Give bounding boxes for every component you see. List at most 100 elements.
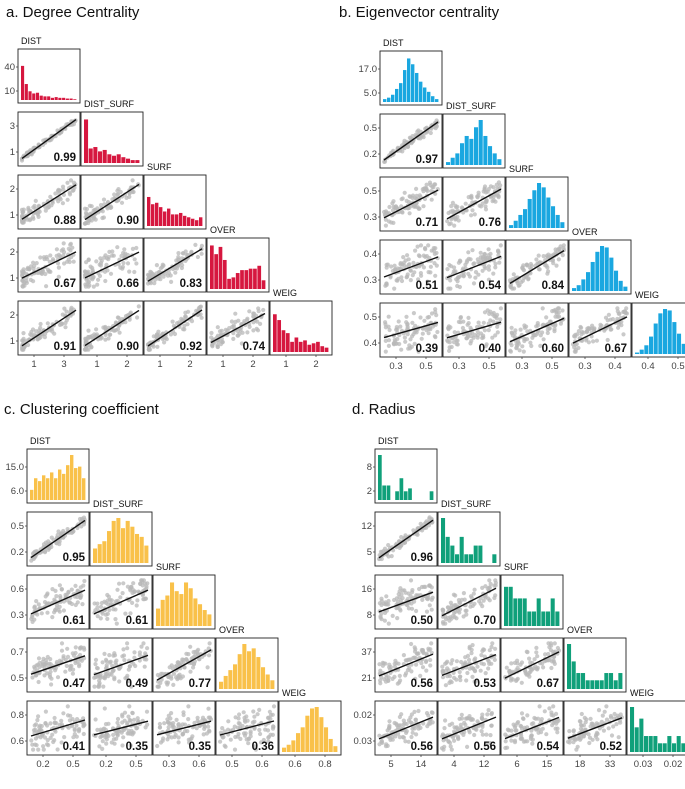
- scatter-point: [490, 199, 495, 204]
- scatter-point: [540, 306, 545, 311]
- scatter-point: [621, 332, 626, 337]
- scatter-point: [75, 594, 80, 600]
- scatter-point: [81, 716, 86, 721]
- histogram-bar: [73, 99, 77, 100]
- scatter-point: [406, 739, 411, 744]
- scatter-point: [127, 679, 132, 684]
- scatter-point: [525, 739, 530, 744]
- scatter-point: [100, 739, 105, 744]
- y-tick-label: 21: [361, 673, 372, 684]
- scatter-point: [104, 737, 109, 742]
- scatter-point: [42, 550, 48, 555]
- scatter-point: [383, 338, 388, 343]
- scatter-point: [92, 684, 97, 689]
- scatter-point: [519, 280, 524, 285]
- scatter-point: [389, 264, 394, 269]
- scatter-point: [118, 595, 123, 600]
- scatter-point: [131, 581, 136, 586]
- scatter-point: [20, 345, 25, 350]
- x-tick-label: 0.5: [419, 361, 432, 372]
- histogram-bar: [614, 270, 619, 291]
- scatter-point: [377, 733, 382, 738]
- scatter-point: [33, 736, 39, 741]
- scatter-point: [484, 732, 489, 737]
- scatter-point: [86, 280, 91, 285]
- x-tick-label: 2: [124, 359, 129, 370]
- correlation-label: 0.91: [54, 341, 77, 353]
- variable-label: DIST: [30, 436, 51, 446]
- scatter-point: [132, 269, 137, 275]
- scatter-point: [251, 320, 256, 325]
- histogram-bar: [199, 217, 203, 226]
- scatter-point: [485, 712, 490, 717]
- scatter-point: [470, 674, 475, 680]
- scatter-point: [458, 315, 463, 320]
- y-tick-label: 8: [367, 462, 372, 473]
- x-tick-label: 1: [94, 359, 99, 370]
- scatter-point: [486, 264, 491, 269]
- scatter-point: [552, 654, 557, 659]
- scatter-point: [57, 604, 62, 610]
- histogram-bar: [30, 489, 34, 500]
- scatter-point: [461, 274, 466, 279]
- histogram-bar: [386, 485, 391, 500]
- scatter-point: [554, 311, 559, 316]
- scatter-point: [466, 256, 471, 261]
- scatter-point: [154, 271, 159, 276]
- scatter-point: [413, 323, 418, 328]
- correlation-label: 0.83: [180, 278, 202, 290]
- correlation-label: 0.70: [474, 615, 496, 627]
- scatter-point: [124, 675, 129, 680]
- scatter-point: [61, 241, 66, 246]
- scatter-point: [417, 586, 422, 592]
- scatter-point: [447, 348, 452, 353]
- correlation-label: 0.61: [126, 615, 149, 627]
- x-tick-label: 0.5: [66, 759, 79, 770]
- y-tick-label: 3: [10, 121, 15, 132]
- correlation-label: 0.67: [54, 278, 76, 290]
- scatter-point: [252, 311, 257, 316]
- scatter-point: [386, 314, 391, 319]
- scatter-point: [552, 641, 557, 646]
- scatter-point: [493, 261, 498, 266]
- histogram-bar: [527, 611, 532, 626]
- histogram-bar: [231, 277, 236, 289]
- histogram-bar: [296, 733, 301, 752]
- scatter-point: [480, 604, 485, 609]
- fit-line: [84, 251, 140, 279]
- fit-line: [446, 255, 502, 279]
- fit-line: [21, 119, 77, 159]
- histogram-weig: WEIG: [626, 688, 685, 756]
- scatter-point: [38, 321, 43, 327]
- scatter-point: [95, 727, 100, 733]
- scatter-point: [35, 612, 40, 617]
- scatter-point: [473, 656, 478, 661]
- scatter-point: [59, 587, 64, 592]
- x-tick-label: 2: [313, 359, 318, 370]
- scatter-point: [60, 201, 65, 206]
- scatter-point: [592, 327, 597, 332]
- scatter-point: [126, 667, 131, 672]
- histogram-bar: [488, 146, 493, 165]
- histogram-bar: [135, 533, 140, 563]
- scatter-point: [71, 180, 77, 185]
- histogram-bar: [193, 598, 198, 626]
- histogram-bar: [242, 644, 247, 689]
- scatter-point: [261, 737, 266, 743]
- scatter-point: [53, 729, 58, 734]
- histogram-bar: [251, 648, 256, 689]
- histogram-bar: [253, 268, 257, 289]
- histogram-bar: [47, 96, 51, 100]
- scatter-point: [609, 733, 615, 738]
- scatter-point: [447, 262, 452, 268]
- histogram-bar: [82, 478, 86, 500]
- scatter-point: [157, 725, 163, 730]
- scatter-point: [408, 720, 413, 725]
- scatter-point: [169, 676, 174, 681]
- scatter-point: [409, 712, 414, 717]
- correlation-label: 0.47: [63, 678, 85, 690]
- scatter-point: [243, 731, 248, 736]
- scatter-point: [586, 340, 592, 345]
- scatter-point: [399, 535, 404, 540]
- histogram-bar: [395, 88, 399, 102]
